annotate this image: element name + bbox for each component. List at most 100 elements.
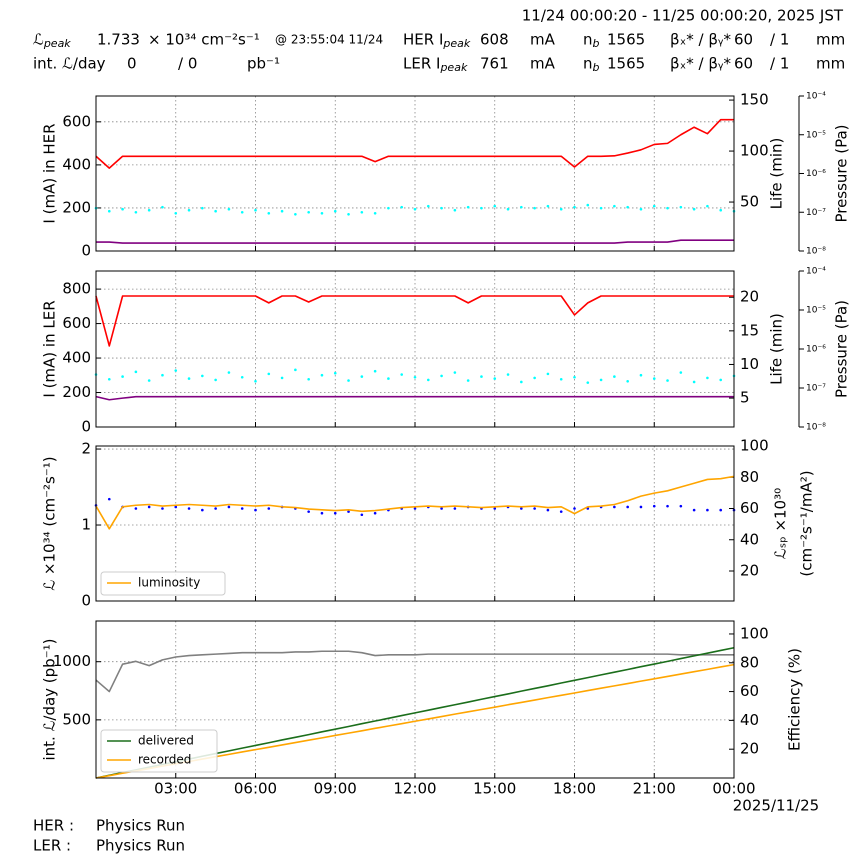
data-point (174, 369, 178, 372)
data-point (307, 510, 310, 513)
data-point (559, 207, 563, 211)
x-date-label: 2025/11/25 (733, 797, 819, 815)
y3-tick-label: 10⁻⁸ (806, 423, 826, 433)
data-point (320, 373, 324, 377)
data-point (719, 508, 723, 512)
data-point (559, 377, 563, 381)
footer-item: Physics Run (96, 837, 185, 855)
y-tick-label: 500 (62, 710, 91, 728)
header-item: 761 (480, 55, 509, 73)
data-point (453, 507, 457, 510)
legend-box (100, 571, 226, 596)
data-point (161, 205, 164, 209)
y2-tick-label: 60 (740, 682, 759, 700)
y2-tick-label: 15 (740, 321, 759, 339)
header-item: 0 (127, 55, 137, 73)
data-point (360, 375, 364, 378)
data-point (520, 380, 523, 384)
x-tick-label: 12:00 (393, 780, 436, 798)
data-point (360, 210, 364, 214)
y2-tick-label: 100 (740, 437, 769, 455)
data-point (400, 205, 404, 209)
data-point (134, 370, 138, 374)
data-point (187, 208, 191, 212)
data-point (347, 510, 350, 513)
data-point (652, 504, 656, 508)
data-point (546, 204, 550, 208)
data-point (294, 368, 297, 372)
data-point (586, 381, 590, 384)
data-point (652, 204, 656, 208)
header-item: βₓ* / βᵧ* (670, 55, 731, 73)
data-point (307, 377, 310, 381)
legend-label: delivered (138, 734, 194, 748)
data-point (134, 507, 138, 510)
y-tick-label: 400 (62, 349, 91, 367)
data-point (347, 212, 350, 216)
data-point (347, 379, 350, 382)
y2-tick-label: 150 (740, 91, 769, 109)
y3-tick-label: 10⁻⁴ (806, 92, 826, 102)
data-point (254, 379, 257, 383)
y-tick-label: 1000 (53, 652, 91, 670)
y-tick-label: 600 (62, 112, 91, 130)
y2-tick-label: 40 (740, 711, 759, 729)
x-tick-label: 15:00 (473, 780, 516, 798)
header-item: 1565 (607, 55, 645, 73)
data-point (240, 210, 244, 214)
data-point (201, 206, 204, 210)
data-point (294, 212, 297, 216)
x-tick-label: 09:00 (314, 780, 357, 798)
y3-tick-label: 10⁻⁶ (806, 345, 826, 355)
data-point (626, 205, 629, 209)
data-point (453, 371, 457, 374)
header-item: βₓ* / βᵧ* (670, 31, 731, 49)
data-point (280, 376, 284, 380)
data-point (333, 511, 337, 515)
footer-item: HER : (33, 817, 74, 835)
data-point (280, 209, 284, 213)
y-tick-label: 600 (62, 314, 91, 332)
y-tick-label: 2 (81, 440, 91, 458)
data-point (147, 208, 151, 212)
data-point (400, 373, 404, 376)
data-point (613, 375, 616, 378)
data-point (520, 205, 523, 209)
y-axis-label: ℒ ×10³⁴ (cm⁻²s⁻¹) (41, 456, 59, 590)
header-item: pb⁻¹ (247, 55, 280, 73)
header-item: mA (530, 55, 556, 73)
header-subscript: peak (439, 61, 467, 74)
y-tick-label: 400 (62, 155, 91, 173)
plot-frame (95, 270, 735, 428)
y2-tick-label: 40 (740, 530, 759, 548)
data-point (546, 372, 550, 376)
header-item: mm (816, 55, 845, 73)
y3-tick-label: 10⁻⁴ (806, 267, 826, 277)
y-axis-label: I (mA) in HER (41, 123, 59, 223)
y2-tick-label: 20 (740, 740, 759, 758)
data-point (187, 377, 191, 380)
data-point (373, 511, 377, 515)
data-point (546, 508, 550, 512)
data-point (267, 372, 271, 376)
data-point (320, 511, 324, 515)
data-point (573, 507, 576, 510)
header-subscript: b (593, 37, 600, 50)
data-point (121, 207, 124, 211)
data-point (107, 209, 111, 213)
y-tick-label: 0 (81, 592, 91, 610)
y2-axis-label: ℒₛₚ ×10³⁰ (772, 488, 790, 559)
data-point (201, 374, 204, 378)
plot-frame (95, 95, 735, 252)
footer-item: LER : (33, 837, 71, 855)
data-point (161, 373, 164, 377)
data-point (134, 210, 138, 214)
data-point (373, 369, 377, 373)
header-subscript: b (593, 61, 600, 74)
data-point (559, 510, 563, 513)
data-point (320, 211, 324, 215)
data-point (387, 206, 390, 210)
header-item: × 10³⁴ cm⁻²s⁻¹ (148, 31, 260, 49)
data-point (692, 508, 696, 512)
